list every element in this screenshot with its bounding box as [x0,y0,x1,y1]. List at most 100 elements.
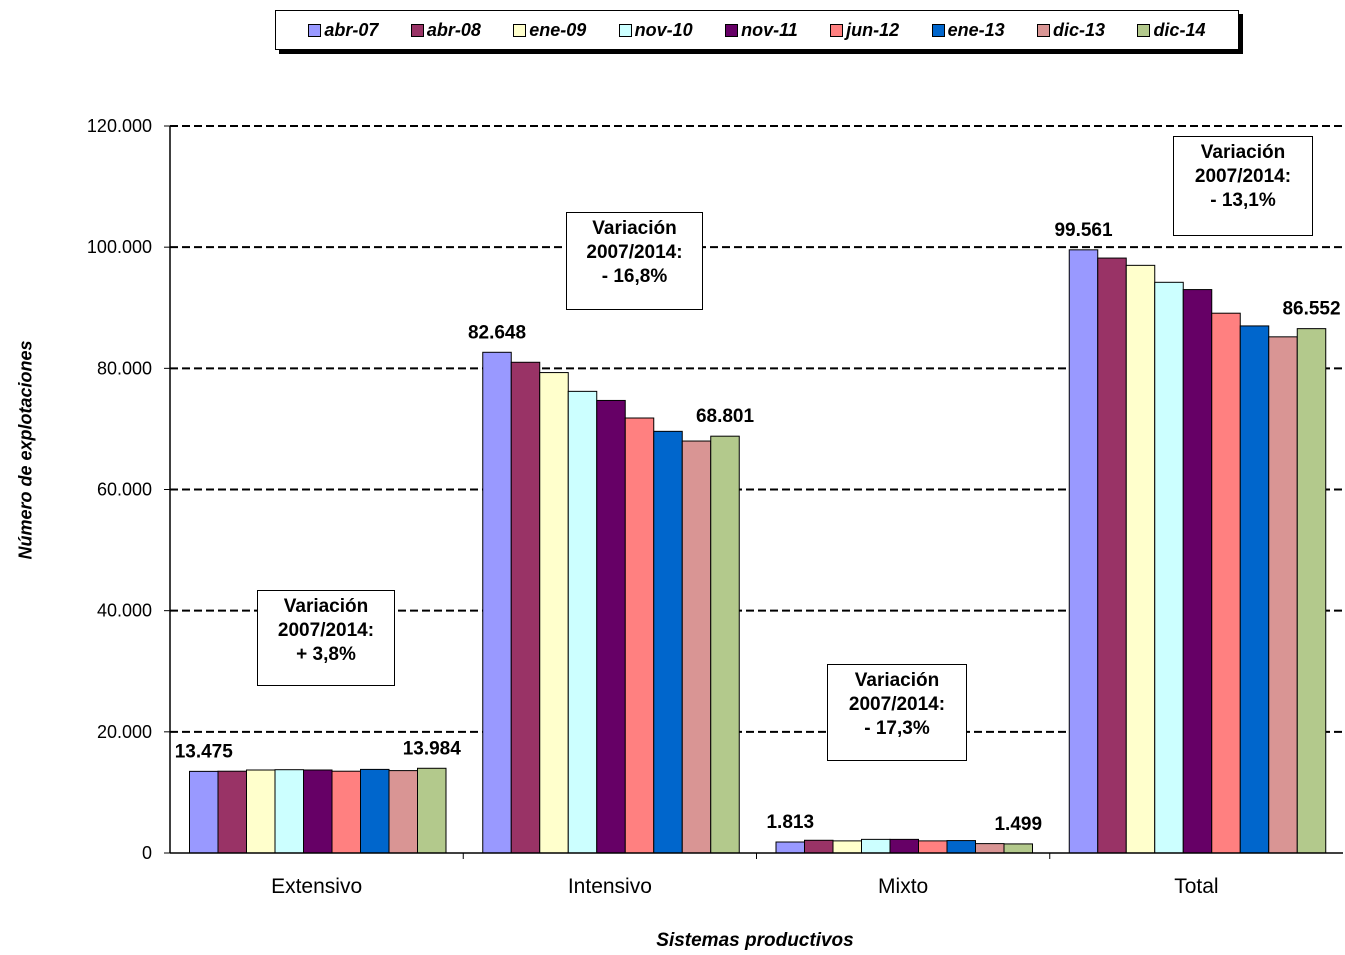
annotation-total: Variación 2007/2014: - 13,1% [1173,136,1313,236]
legend-item-nov-10: nov-10 [618,19,693,41]
annotation-line: 2007/2014: [277,620,375,641]
data-label: 86.552 [1282,299,1340,320]
y-tick-label: 80.000 [97,358,152,378]
annotation-line: Variación [283,596,369,617]
annotation-line: + 3,8% [296,644,356,665]
bar-dic-14 [1296,328,1327,854]
bar-ene-09 [539,372,569,854]
annotation-line: - 17,3% [864,718,930,739]
legend-label: ene-09 [529,19,587,40]
x-tick-label: Intensivo [568,875,652,898]
legend-item-dic-14: dic-14 [1137,20,1205,41]
annotation-line: 2007/2014: [586,242,683,263]
legend-item-jun-12: jun-12 [830,20,899,41]
y-tick-label: 0 [142,843,152,863]
legend-swatch [830,23,844,37]
legend-item-abr-08: abr-08 [410,19,481,41]
annotation-extensivo: Variación 2007/2014: + 3,8% [257,590,395,686]
annotation-line: - 16,8% [601,266,668,287]
y-tick-label: 60.000 [97,480,152,500]
legend-label: nov-10 [634,19,693,40]
bar-dic-13 [1268,336,1298,854]
bar-abr-08 [510,361,541,854]
legend-swatch [725,23,739,37]
data-label: 82.648 [468,322,526,343]
bar-ene-09 [246,769,276,854]
bar-abr-07 [189,770,219,854]
bar-dic-13 [681,440,712,854]
bar-nov-11 [303,769,333,854]
annotation-line: 2007/2014: [848,694,946,715]
bar-nov-11 [596,399,626,854]
legend-item-ene-09: ene-09 [513,20,586,41]
legend-item-ene-13: ene-13 [931,19,1005,41]
x-tick-label: Extensivo [271,875,362,898]
bar-dic-13 [388,770,418,854]
bar-nov-11 [1182,289,1213,854]
bar-jun-12 [918,840,948,854]
bar-nov-10 [274,769,304,854]
bar-nov-10 [567,390,598,854]
annotation-intensivo: Variación 2007/2014: - 16,8% [566,212,703,310]
legend-swatch [513,23,527,37]
bar-ene-09 [1125,264,1156,854]
bar-dic-14 [710,435,740,854]
bar-abr-07 [482,351,512,854]
chart-legend: abr-07 abr-08 ene-09 nov-10 nov-11 jun-1… [275,10,1239,50]
bar-abr-08 [804,839,834,854]
bar-ene-13 [360,768,390,854]
data-label: 68.801 [696,406,755,427]
legend-swatch [410,23,424,37]
bar-ene-13 [653,430,683,854]
annotation-line: - 13,1% [1210,190,1276,211]
y-axis-title: Número de explotaciones [15,340,36,560]
bar-nov-10 [1154,281,1184,854]
y-tick-label: 100.000 [87,237,152,257]
legend-label: abr-07 [324,19,379,40]
x-tick-label: Total [1174,875,1218,898]
data-label: 13.984 [403,738,462,759]
legend-swatch [308,23,322,37]
data-label: 1.813 [766,812,814,833]
annotation-line: 2007/2014: [1194,166,1292,187]
annotation-line: Variación [854,670,940,691]
legend-item-abr-07: abr-07 [308,20,378,41]
legend-swatch [1137,23,1151,37]
bar-ene-13 [946,840,976,854]
bar-abr-07 [1068,249,1099,854]
legend-swatch [1037,23,1051,37]
legend-swatch [618,23,632,37]
bar-jun-12 [624,417,655,854]
x-tick-label: Mixto [878,875,928,898]
legend-label: jun-12 [846,19,900,40]
legend-label: dic-13 [1053,19,1106,40]
legend-swatch [931,23,945,37]
legend-item-dic-13: dic-13 [1037,20,1105,41]
bar-nov-11 [889,838,919,854]
y-tick-label: 120.000 [87,116,152,136]
y-tick-label: 20.000 [97,722,152,742]
bar-abr-08 [217,770,247,854]
x-axis-title: Sistemas productivos [656,930,854,951]
data-label: 13.475 [175,741,234,762]
data-label: 1.499 [994,814,1042,835]
data-label: 99.561 [1054,220,1113,241]
y-tick-label: 40.000 [97,601,152,621]
legend-label: ene-13 [947,19,1005,40]
annotation-line: Variación [1200,142,1286,163]
bar-ene-13 [1239,325,1270,854]
bar-dic-13 [975,843,1005,854]
bar-jun-12 [1211,312,1241,854]
legend-label: dic-14 [1153,19,1206,40]
legend-label: abr-08 [426,19,481,40]
bar-jun-12 [331,770,361,854]
bar-abr-08 [1097,257,1127,854]
bar-nov-10 [861,838,891,854]
annotation-mixto: Variación 2007/2014: - 17,3% [827,664,967,761]
bar-ene-09 [832,840,862,854]
legend-label: nov-11 [741,19,798,40]
legend-item-nov-11: nov-11 [725,20,798,41]
bar-abr-07 [775,841,805,854]
bar-dic-14 [1003,843,1033,854]
